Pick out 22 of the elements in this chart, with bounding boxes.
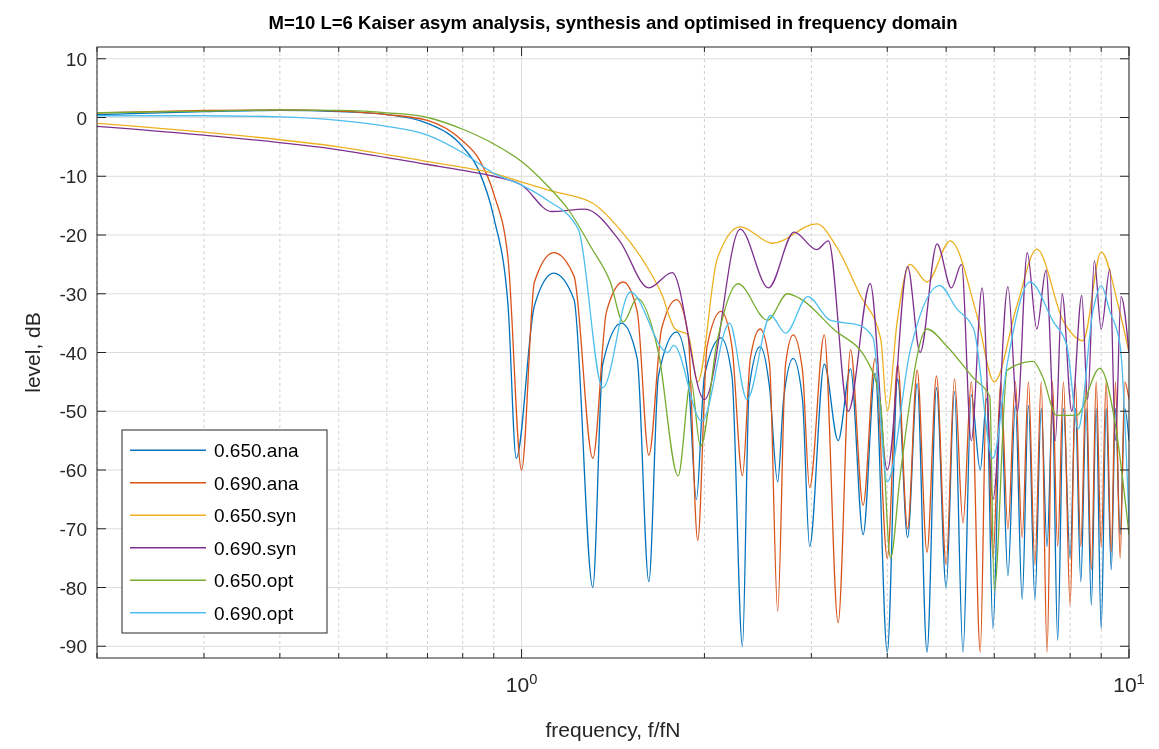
y-tick-label: -80 [59, 577, 87, 599]
legend-label: 0.690.syn [214, 537, 297, 559]
y-tick-label: 10 [65, 48, 87, 70]
x-tick-label: 10$^{0}$ [505, 671, 538, 696]
y-tick-label: -20 [59, 225, 87, 246]
y-tick-label: -60 [59, 460, 87, 481]
y-tick-label: 0 [76, 107, 87, 129]
legend-label: 0.690.opt [214, 602, 294, 624]
legend-label: 0.650.syn [214, 505, 297, 527]
y-axis-title: level, dB [21, 312, 44, 393]
legend-label: 0.650.opt [214, 570, 294, 592]
x-tick-label: 10$^{1}$ [1113, 671, 1145, 696]
y-tick-label: -50 [59, 401, 87, 423]
y-tick-label: -10 [59, 166, 87, 188]
y-tick-label: -70 [59, 518, 87, 540]
y-tick-label: -40 [59, 342, 87, 364]
legend-label: 0.690.ana [214, 472, 299, 494]
y-tick-label: -30 [59, 283, 87, 305]
y-tick-label: -90 [59, 636, 87, 658]
chart-title: M=10 L=6 Kaiser asym analysis, synthesis and optimised in frequency domain [268, 12, 958, 33]
x-axis-title: frequency, f/fN [545, 718, 681, 741]
legend-label: 0.650.ana [214, 440, 299, 462]
